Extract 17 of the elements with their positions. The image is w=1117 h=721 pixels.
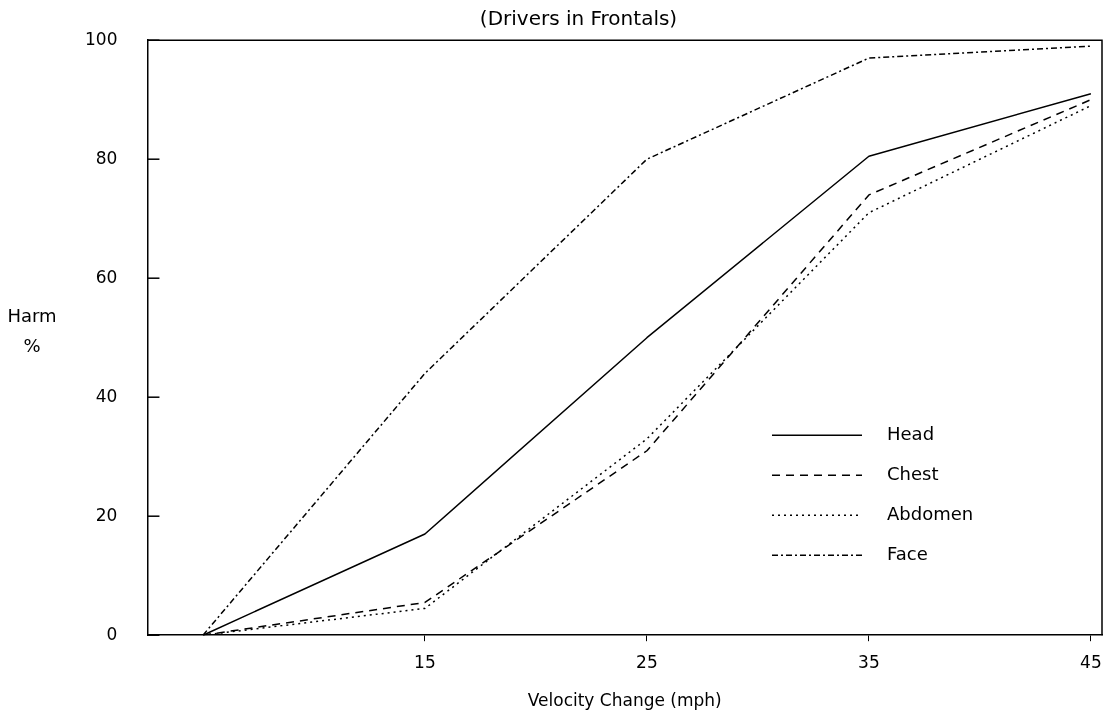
- legend-label: Abdomen: [887, 502, 974, 524]
- y-tick-label: 0: [106, 623, 118, 644]
- legend-label: Chest: [887, 462, 939, 484]
- y-tick-label: 60: [95, 266, 118, 287]
- x-tick-label: 35: [858, 651, 880, 672]
- x-tick-label: 45: [1080, 651, 1102, 672]
- x-tick-label: 15: [414, 651, 436, 672]
- legend-label: Face: [887, 542, 928, 564]
- x-axis-title: Velocity Change (mph): [527, 690, 722, 711]
- y-tick-label: 40: [95, 385, 118, 406]
- legend-label: Head: [887, 422, 935, 444]
- y-tick-label: 100: [84, 28, 118, 49]
- y-tick-label: 20: [95, 504, 118, 525]
- y-axis-title: Harm %: [7, 305, 57, 357]
- chart-title: (Drivers in Frontals): [479, 6, 678, 31]
- x-tick-label: 25: [636, 651, 658, 672]
- y-tick-label: 80: [95, 147, 118, 168]
